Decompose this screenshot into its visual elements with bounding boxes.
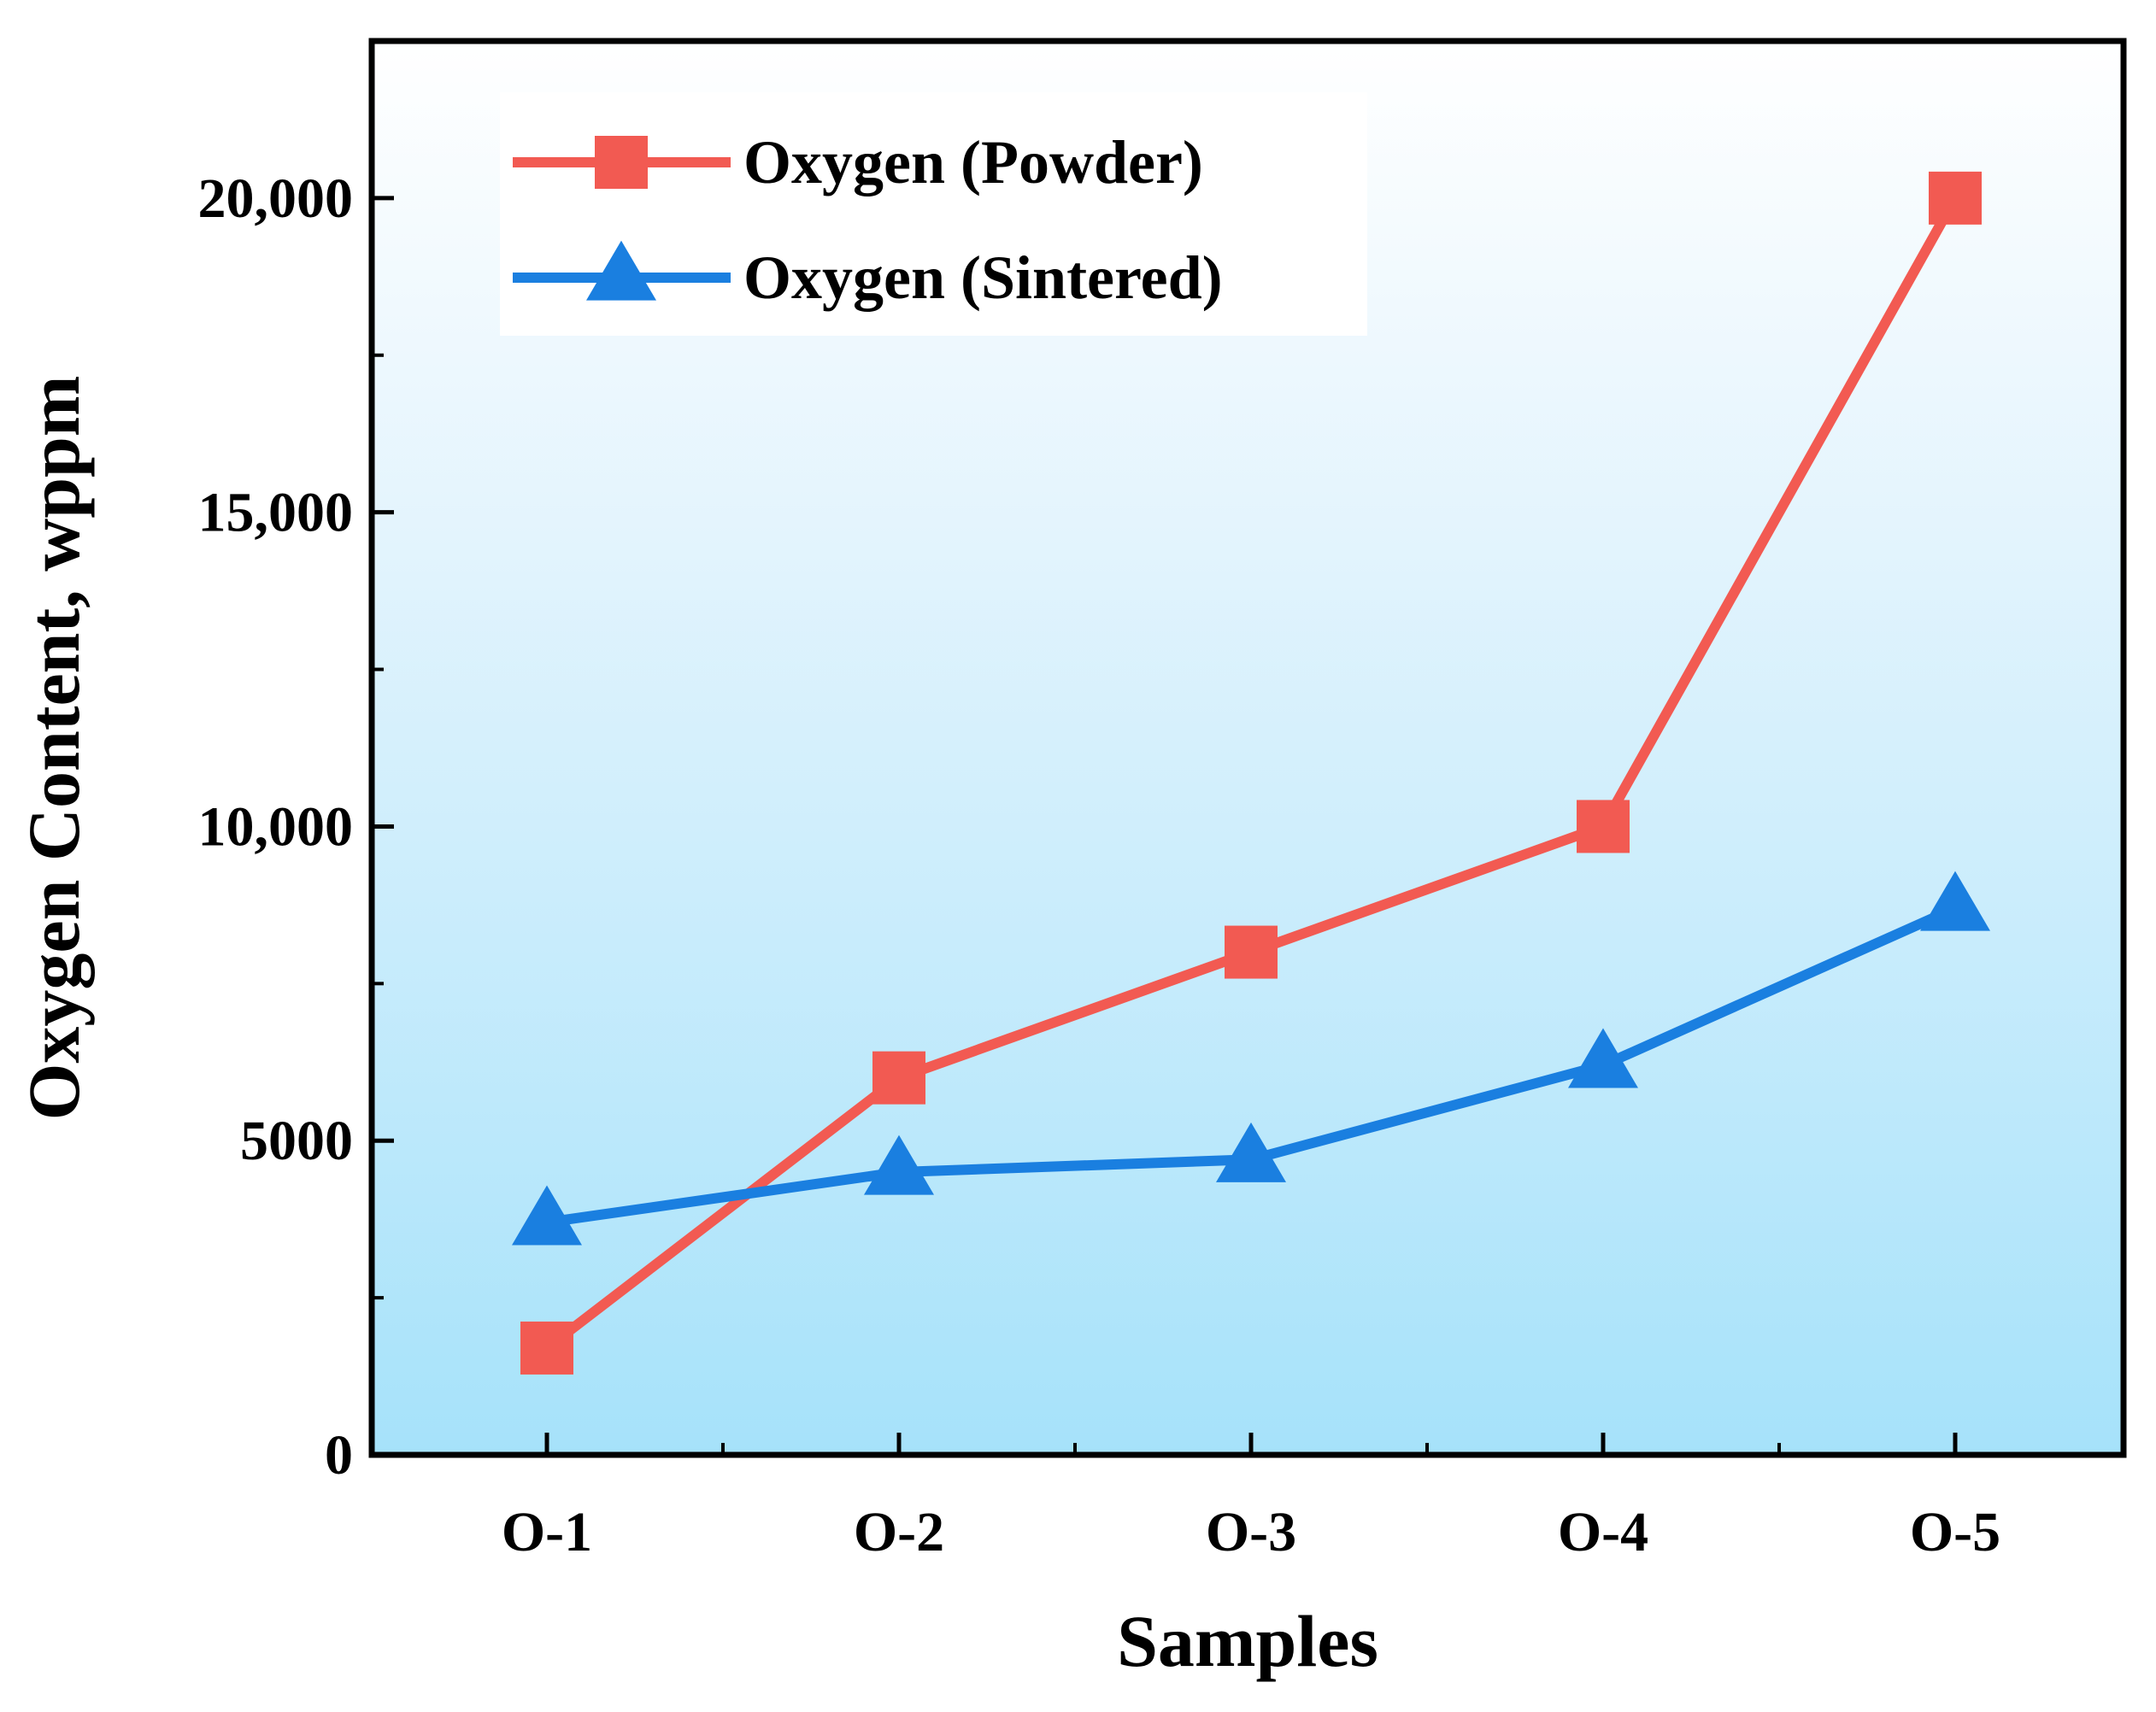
y-tick-label: 10,000	[198, 795, 354, 858]
legend-item: Oxygen (Powder)	[513, 128, 1203, 196]
series-sintered	[512, 871, 1990, 1246]
major-ticks	[372, 196, 1958, 1457]
legend-marker	[586, 240, 656, 301]
data-point	[1929, 171, 1982, 225]
data-point	[1216, 1122, 1286, 1182]
y-tick-label: 20,000	[198, 167, 354, 230]
data-point	[1577, 800, 1630, 853]
y-tick-label: 15,000	[198, 482, 354, 544]
x-axis-label: Samples	[1117, 1600, 1378, 1682]
y-tick-label: 5000	[240, 1110, 353, 1172]
series-layer	[512, 171, 1990, 1375]
x-tick-label: O-2	[854, 1501, 944, 1563]
legend-marker	[595, 136, 648, 189]
x-tick-label: O-5	[1910, 1501, 2000, 1563]
data-point	[1225, 925, 1278, 979]
legend-item: Oxygen (Sintered)	[513, 240, 1223, 312]
plot-frame	[368, 38, 2127, 1458]
legend: Oxygen (Powder) Oxygen (Sintered)	[500, 92, 1367, 336]
x-tick-label: O-4	[1558, 1501, 1648, 1563]
data-point	[1568, 1028, 1638, 1088]
legend-label: Oxygen (Powder)	[743, 128, 1203, 196]
legend-label: Oxygen (Sintered)	[743, 243, 1223, 312]
data-point	[872, 1051, 925, 1105]
data-point	[520, 1321, 573, 1375]
x-tick-label: O-3	[1206, 1501, 1296, 1563]
x-tick-labels: O-1 O-2 O-3 O-4 O-5	[502, 1501, 2000, 1563]
y-axis-label: Oxygen Content, wppm	[13, 375, 95, 1120]
data-point	[1920, 871, 1990, 931]
data-point	[864, 1134, 934, 1195]
y-tick-labels: 0 5000 10,000 15,000 20,000	[198, 167, 354, 1486]
x-tick-label: O-1	[502, 1501, 592, 1563]
data-point	[512, 1185, 582, 1246]
series-powder	[520, 171, 1982, 1375]
y-tick-label: 0	[325, 1424, 353, 1486]
